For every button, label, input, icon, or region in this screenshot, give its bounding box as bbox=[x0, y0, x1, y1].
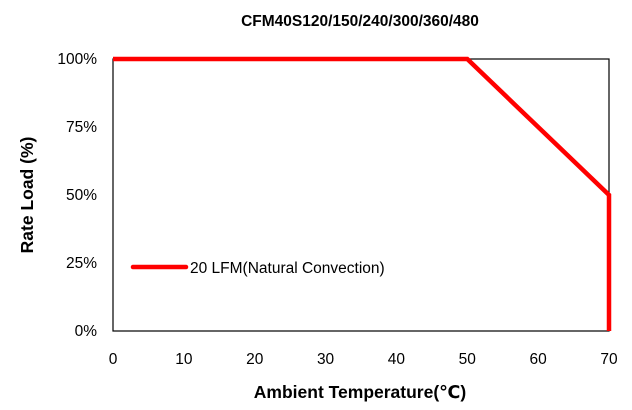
series-line bbox=[113, 56, 612, 331]
legend-label: 20 LFM(Natural Convection) bbox=[190, 260, 385, 277]
y-axis-ticks: 0% 25% 50% 75% 100% bbox=[57, 51, 97, 340]
legend: 20 LFM(Natural Convection) bbox=[130, 260, 385, 277]
x-tick-label: 10 bbox=[175, 351, 193, 368]
x-tick-label: 0 bbox=[109, 351, 118, 368]
x-tick-label: 30 bbox=[317, 351, 335, 368]
chart-title: CFM40S120/150/240/300/360/480 bbox=[241, 13, 479, 30]
plot-area-frame bbox=[112, 58, 610, 332]
y-tick-label: 50% bbox=[66, 187, 97, 204]
x-axis-ticks: 0 10 20 30 40 50 60 70 bbox=[109, 351, 618, 368]
x-tick-label: 70 bbox=[600, 351, 618, 368]
y-axis-label: Rate Load (%) bbox=[17, 137, 37, 254]
y-tick-label: 75% bbox=[66, 119, 97, 136]
y-tick-label: 0% bbox=[75, 323, 98, 340]
x-tick-label: 50 bbox=[459, 351, 477, 368]
series-layer bbox=[113, 56, 612, 331]
x-tick-label: 40 bbox=[388, 351, 406, 368]
x-tick-label: 60 bbox=[530, 351, 548, 368]
y-tick-label: 25% bbox=[66, 255, 97, 272]
x-tick-label: 20 bbox=[246, 351, 264, 368]
x-axis-label: Ambient Temperature(℃) bbox=[254, 382, 466, 402]
y-tick-label: 100% bbox=[57, 51, 97, 68]
